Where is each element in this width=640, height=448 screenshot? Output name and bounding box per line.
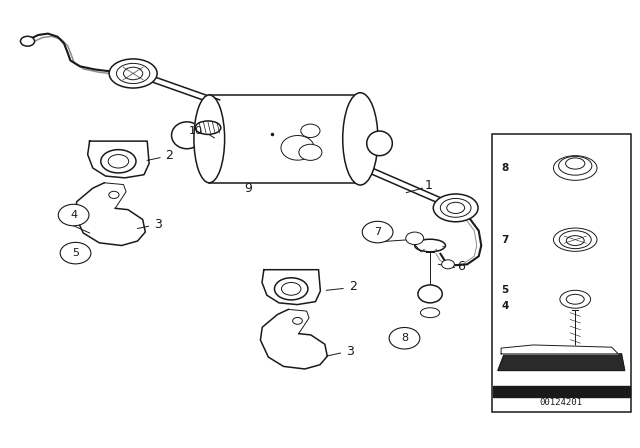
Polygon shape [75, 183, 145, 246]
Ellipse shape [566, 158, 585, 169]
Text: 8: 8 [401, 333, 408, 343]
Polygon shape [88, 141, 149, 178]
Polygon shape [501, 345, 618, 354]
Ellipse shape [418, 285, 442, 303]
Ellipse shape [433, 194, 478, 222]
Ellipse shape [109, 59, 157, 88]
Text: 5: 5 [72, 248, 79, 258]
Text: 8: 8 [501, 163, 508, 173]
Text: 7: 7 [501, 235, 509, 245]
Circle shape [389, 327, 420, 349]
Polygon shape [209, 95, 360, 183]
Ellipse shape [420, 308, 440, 318]
Ellipse shape [124, 67, 143, 80]
Text: 2: 2 [349, 280, 356, 293]
Text: 6: 6 [458, 260, 465, 273]
Circle shape [109, 191, 119, 198]
Polygon shape [262, 270, 321, 305]
Circle shape [58, 204, 89, 226]
Circle shape [301, 124, 320, 138]
Ellipse shape [281, 135, 314, 160]
Circle shape [442, 260, 454, 269]
Ellipse shape [440, 198, 471, 217]
Circle shape [60, 242, 91, 264]
Circle shape [299, 144, 322, 160]
Ellipse shape [367, 131, 392, 155]
Ellipse shape [566, 236, 584, 246]
Text: 1: 1 [425, 179, 433, 193]
Text: 5: 5 [501, 285, 508, 295]
Text: 10: 10 [189, 126, 203, 136]
Ellipse shape [447, 202, 465, 214]
Polygon shape [498, 354, 625, 370]
Text: 7: 7 [374, 227, 381, 237]
Text: 9: 9 [244, 181, 252, 195]
Bar [492, 134, 631, 412]
Ellipse shape [342, 93, 378, 185]
Ellipse shape [116, 64, 150, 83]
Ellipse shape [172, 122, 202, 149]
Polygon shape [260, 310, 327, 369]
Ellipse shape [194, 95, 225, 183]
Ellipse shape [108, 155, 129, 168]
Text: 4: 4 [501, 301, 509, 311]
Circle shape [20, 36, 35, 46]
Text: 2: 2 [165, 149, 173, 163]
Ellipse shape [559, 156, 592, 175]
Ellipse shape [415, 239, 445, 252]
Text: 00124201: 00124201 [540, 398, 583, 407]
Ellipse shape [560, 290, 591, 308]
Circle shape [292, 318, 302, 324]
Ellipse shape [195, 121, 221, 134]
Ellipse shape [101, 150, 136, 173]
Ellipse shape [559, 231, 591, 249]
Ellipse shape [554, 228, 597, 251]
Ellipse shape [282, 283, 301, 295]
Polygon shape [493, 386, 630, 397]
Circle shape [362, 221, 393, 243]
Text: 3: 3 [154, 218, 161, 232]
Ellipse shape [566, 294, 584, 304]
Text: 3: 3 [346, 345, 353, 358]
Ellipse shape [554, 156, 597, 180]
Circle shape [406, 232, 424, 245]
Text: 4: 4 [70, 210, 77, 220]
Ellipse shape [275, 278, 308, 300]
